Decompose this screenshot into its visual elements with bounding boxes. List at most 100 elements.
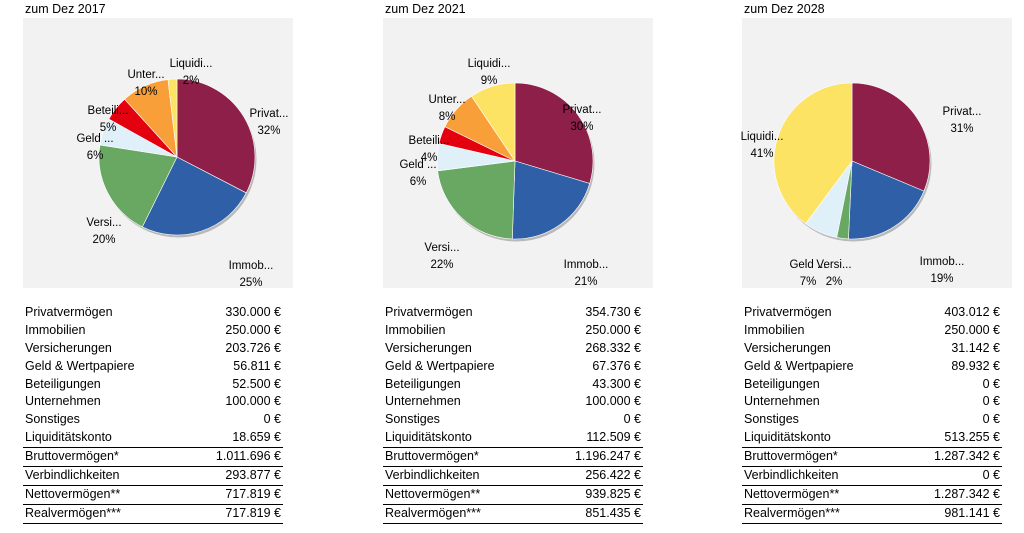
pie-slice bbox=[167, 78, 178, 158]
row-label: Immobilien bbox=[744, 322, 805, 337]
row-label: Privatvermögen bbox=[744, 305, 832, 319]
slice-label: Privat... bbox=[943, 106, 982, 118]
pie-slice bbox=[511, 160, 591, 240]
pie-slice bbox=[471, 82, 516, 162]
slice-percent: 25% bbox=[239, 277, 262, 289]
pie-slice bbox=[848, 160, 925, 240]
row-label: Bruttovermögen* bbox=[25, 449, 119, 464]
slice-percent: 5% bbox=[100, 122, 117, 134]
slice-percent: 31% bbox=[950, 123, 973, 135]
row-label: Privatvermögen bbox=[25, 305, 113, 319]
slice-label: Unter... bbox=[428, 94, 465, 106]
row-label: Beteiligungen bbox=[25, 376, 101, 391]
pie-chart-panel: Privat... 32% Immob... 25% Versi... 20% Geld .… bbox=[23, 18, 293, 289]
table-row: Liquiditätskonto 18.659 € bbox=[23, 429, 283, 447]
slice-percent: 32% bbox=[257, 125, 280, 137]
column-2017: Privat... 32% Immob... 25% Versi... 20% Geld .… bbox=[23, 0, 313, 533]
row-value: 293.877 € bbox=[225, 468, 281, 483]
row-value: 31.142 € bbox=[951, 340, 1000, 355]
table-row: Nettovermögen** 939.825 € bbox=[383, 484, 643, 504]
row-value: 100.000 € bbox=[585, 394, 641, 409]
row-value: 939.825 € bbox=[585, 486, 641, 501]
slice-label: Privat... bbox=[250, 108, 289, 120]
row-value: 354.730 € bbox=[585, 305, 641, 319]
table-row: Privatvermögen 354.730 € bbox=[383, 304, 643, 322]
row-label: Immobilien bbox=[25, 322, 86, 337]
table-row: Realvermögen*** 717.819 € bbox=[23, 503, 283, 524]
table-row: Immobilien 250.000 € bbox=[742, 322, 1002, 340]
table-row: Geld & Wertpapiere 56.811 € bbox=[23, 358, 283, 376]
table-row: Beteiligungen 0 € bbox=[742, 376, 1002, 394]
table-row: Bruttovermögen* 1.287.342 € bbox=[742, 447, 1002, 466]
row-value: 0 € bbox=[623, 412, 641, 427]
slice-label: Geld ... bbox=[399, 159, 436, 171]
pie-slice bbox=[437, 160, 516, 240]
row-value: 203.726 € bbox=[225, 340, 281, 355]
row-label: Realvermögen*** bbox=[744, 505, 840, 520]
table-row: Immobilien 250.000 € bbox=[383, 322, 643, 340]
slice-label: Immob... bbox=[229, 260, 274, 272]
row-label: Bruttovermögen* bbox=[744, 449, 838, 464]
row-label: Nettovermögen** bbox=[25, 486, 121, 501]
row-value: 0 € bbox=[982, 412, 1000, 427]
table-row: Realvermögen*** 981.141 € bbox=[742, 503, 1002, 524]
row-label: Sonstiges bbox=[25, 412, 80, 427]
table-row: Privatvermögen 403.012 € bbox=[742, 304, 1002, 322]
row-label: Nettovermögen** bbox=[744, 486, 840, 501]
slice-label: Versi... bbox=[424, 242, 459, 254]
row-label: Geld & Wertpapiere bbox=[744, 358, 854, 373]
row-value: 1.196.247 € bbox=[574, 449, 641, 464]
row-value: 268.332 € bbox=[585, 340, 641, 355]
table-row: Sonstiges 0 € bbox=[23, 411, 283, 429]
table-row: Liquiditätskonto 112.509 € bbox=[383, 429, 643, 447]
slice-label: Geld ... bbox=[76, 133, 113, 145]
slice-percent: 7% bbox=[800, 276, 817, 288]
row-value: 18.659 € bbox=[232, 430, 281, 445]
table-row: Versicherungen 268.332 € bbox=[383, 340, 643, 358]
table-row: Sonstiges 0 € bbox=[742, 411, 1002, 429]
table-row: Bruttovermögen* 1.196.247 € bbox=[383, 447, 643, 466]
pie-slice bbox=[773, 82, 853, 225]
row-value: 250.000 € bbox=[944, 322, 1000, 337]
row-value: 100.000 € bbox=[225, 394, 281, 409]
row-value: 89.932 € bbox=[951, 358, 1000, 373]
row-value: 330.000 € bbox=[225, 305, 281, 319]
row-label: Sonstiges bbox=[385, 412, 440, 427]
slice-percent: 30% bbox=[570, 121, 593, 133]
row-value: 0 € bbox=[263, 412, 281, 427]
asset-table: Privatvermögen 354.730 € Immobilien 250.000… bbox=[383, 304, 643, 524]
pie-chart: Privat... 32% Immob... 25% Versi... 20% Geld .… bbox=[76, 58, 289, 289]
table-row: Verbindlichkeiten 0 € bbox=[742, 466, 1002, 485]
row-label: Versicherungen bbox=[25, 340, 112, 355]
slice-percent: 19% bbox=[930, 273, 953, 285]
slice-label: Versi... bbox=[86, 217, 121, 229]
row-value: 52.500 € bbox=[232, 376, 281, 391]
pie-chart-panel: Privat... 31% Immob... 19% Versi... 2% Geld ..… bbox=[741, 18, 1012, 288]
row-value: 717.819 € bbox=[225, 505, 281, 520]
row-label: Unternehmen bbox=[25, 394, 101, 409]
slice-label: Beteili... bbox=[88, 105, 129, 117]
row-label: Versicherungen bbox=[744, 340, 831, 355]
row-value: 250.000 € bbox=[225, 322, 281, 337]
slice-percent: 9% bbox=[481, 75, 498, 87]
slice-percent: 21% bbox=[574, 276, 597, 288]
row-value: 1.287.342 € bbox=[933, 449, 1000, 464]
table-row: Verbindlichkeiten 293.877 € bbox=[23, 466, 283, 485]
row-label: Liquiditätskonto bbox=[25, 430, 112, 445]
row-label: Nettovermögen** bbox=[385, 486, 481, 501]
row-value: 256.422 € bbox=[585, 468, 641, 483]
row-value: 0 € bbox=[982, 468, 1000, 483]
row-value: 43.300 € bbox=[592, 376, 641, 391]
row-value: 717.819 € bbox=[225, 486, 281, 501]
chart-title: zum Dez 2017 bbox=[25, 2, 106, 16]
row-value: 0 € bbox=[982, 376, 1000, 391]
row-value: 56.811 € bbox=[233, 358, 281, 373]
row-label: Bruttovermögen* bbox=[385, 449, 479, 464]
slice-label: Geld ... bbox=[789, 259, 826, 271]
column-2021: Privat... 30% Immob... 21% Versi... 22% Geld .… bbox=[383, 0, 673, 533]
pie-chart: Privat... 31% Immob... 19% Versi... 2%Geld ..… bbox=[741, 82, 982, 288]
pie-slice bbox=[514, 82, 594, 184]
pie-slice bbox=[176, 78, 256, 194]
table-row: Unternehmen 0 € bbox=[742, 393, 1002, 411]
table-row: Verbindlichkeiten 256.422 € bbox=[383, 466, 643, 485]
